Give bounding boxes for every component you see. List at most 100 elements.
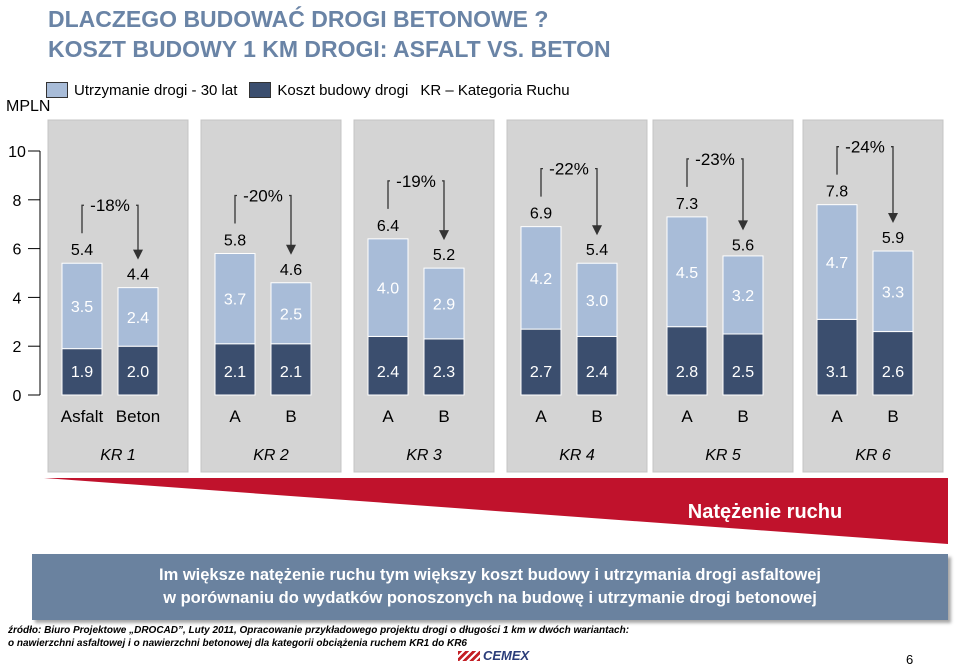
change-label: -19% [396, 172, 436, 191]
bar-construction [722, 333, 764, 396]
bar-construction-label: 2.6 [882, 364, 904, 381]
bar-construction-label: 2.1 [224, 364, 246, 381]
bar-construction-label: 2.5 [732, 364, 754, 381]
bar-maintenance [520, 226, 562, 330]
change-label-bg [390, 168, 442, 191]
cemex-logo-icon [458, 650, 480, 661]
y-tick-label: 0 [13, 388, 22, 405]
bar-total-label: 6.4 [377, 218, 399, 235]
bar-maintenance-label: 4.0 [377, 281, 399, 298]
bar-category-label: B [887, 407, 898, 426]
bar-construction [270, 343, 312, 396]
bar-maintenance-label: 3.0 [586, 293, 608, 310]
cemex-logo: CEMEX [458, 648, 529, 663]
y-tick-label: 2 [13, 339, 22, 356]
bar-total-label: 5.4 [586, 242, 608, 259]
bar-maintenance-label: 2.4 [127, 310, 149, 327]
bar-maintenance [722, 255, 764, 335]
bar-total-label: 7.8 [826, 184, 848, 201]
change-label: -23% [695, 150, 735, 169]
chart: 0 2 4 6 8 10 5.4 3.5 1.9 Asfalt 4.4 2.4 2.0 Beton -18%… [8, 119, 948, 544]
bar-construction-label: 2.8 [676, 364, 698, 381]
page-title: DLACZEGO BUDOWAĆ DROGI BETONOWE ? KOSZT … [48, 4, 611, 64]
kr-label: KR 2 [253, 447, 289, 464]
legend-kr-label: KR – Kategoria Ruchu [420, 81, 570, 99]
bar-maintenance [816, 204, 858, 320]
change-label-bg [689, 146, 741, 169]
bar-construction-label: 2.0 [127, 364, 149, 381]
traffic-wedge [44, 478, 948, 544]
bar-total-label: 7.3 [676, 196, 698, 213]
change-label: -22% [549, 160, 589, 179]
bar-total-label: 5.6 [732, 237, 754, 254]
cemex-logo-text: CEMEX [483, 648, 530, 663]
bar-maintenance [576, 262, 618, 337]
change-label: -20% [243, 186, 283, 205]
kr-label: KR 1 [100, 447, 136, 464]
traffic-label: Natężenie ruchu [688, 501, 842, 523]
y-tick-label: 6 [13, 242, 22, 259]
bar-total-label: 5.9 [882, 230, 904, 247]
bar-maintenance-label: 2.5 [280, 306, 302, 323]
change-arrowhead [286, 244, 296, 255]
conclusion-box: Im większe natężenie ruchu tym większy k… [32, 554, 948, 620]
bar-maintenance-label: 3.3 [882, 284, 904, 301]
legend: Utrzymanie drogi - 30 lat Koszt budowy d… [46, 80, 582, 100]
bar-construction [520, 328, 562, 396]
bar-construction-label: 2.4 [586, 364, 608, 381]
bar-construction [666, 326, 708, 396]
bar-maintenance-label: 4.7 [826, 255, 848, 272]
bar-total-label: 6.9 [530, 206, 552, 223]
bar-maintenance [214, 252, 256, 345]
bar-maintenance [270, 282, 312, 345]
change-arrowhead [738, 220, 748, 231]
legend-construction: Koszt budowy drogi [249, 82, 408, 99]
kr-label: KR 5 [705, 447, 741, 464]
bar-construction [367, 335, 409, 396]
bar-construction-label: 1.9 [71, 364, 93, 381]
change-label: -18% [90, 196, 130, 215]
bar-construction [423, 338, 465, 396]
conclusion-line-2: w porównaniu do wydatków ponoszonych na … [163, 589, 817, 607]
kr-label: KR 4 [559, 447, 595, 464]
bar-total-label: 5.2 [433, 247, 455, 264]
bar-construction-label: 2.7 [530, 364, 552, 381]
change-label: -24% [845, 138, 885, 157]
legend-kr: KR – Kategoria Ruchu [420, 82, 569, 99]
title-line-1: DLACZEGO BUDOWAĆ DROGI BETONOWE ? [48, 6, 549, 32]
kr-label: KR 6 [855, 447, 891, 464]
source-note: źródło: Biuro Projektowe „DROCAD”, Luty … [8, 624, 629, 650]
bar-maintenance [367, 238, 409, 337]
bar-maintenance-label: 3.2 [732, 288, 754, 305]
conclusion-line-1: Im większe natężenie ruchu tym większy k… [158, 566, 821, 584]
source-line-2: o nawierzchni asfaltowej i o nawierzchni… [8, 638, 467, 649]
bar-construction [816, 318, 858, 396]
change-label-bg [543, 156, 595, 179]
change-arrowhead [888, 213, 898, 224]
bar-category-label: Asfalt [61, 407, 104, 426]
bar-maintenance-label: 2.9 [433, 297, 455, 314]
y-tick-label: 8 [13, 193, 22, 210]
bar-construction-label: 2.3 [433, 364, 455, 381]
bar-construction [214, 343, 256, 396]
bar-construction-label: 3.1 [826, 364, 848, 381]
bar-construction-label: 2.1 [280, 364, 302, 381]
bar-category-label: Beton [116, 407, 160, 426]
bar-maintenance-label: 4.5 [676, 265, 698, 282]
page-number: 6 [906, 652, 914, 666]
bar-total-label: 5.8 [224, 232, 246, 249]
y-tick-label: 4 [13, 290, 22, 307]
bar-category-label: A [831, 407, 843, 426]
change-label-bg [237, 183, 289, 206]
legend-maintenance-label: Utrzymanie drogi - 30 lat [74, 81, 238, 99]
bar-total-label: 4.6 [280, 262, 302, 279]
bar-category-label: B [737, 407, 748, 426]
change-arrowhead [592, 225, 602, 236]
y-axis-unit: MPLN [6, 98, 51, 115]
change-arrowhead [133, 249, 143, 260]
legend-construction-swatch [249, 82, 272, 98]
legend-construction-label: Koszt budowy drogi [277, 81, 409, 99]
bar-category-label: B [285, 407, 296, 426]
bar-maintenance-label: 4.2 [530, 271, 552, 288]
bar-construction-label: 2.4 [377, 364, 399, 381]
